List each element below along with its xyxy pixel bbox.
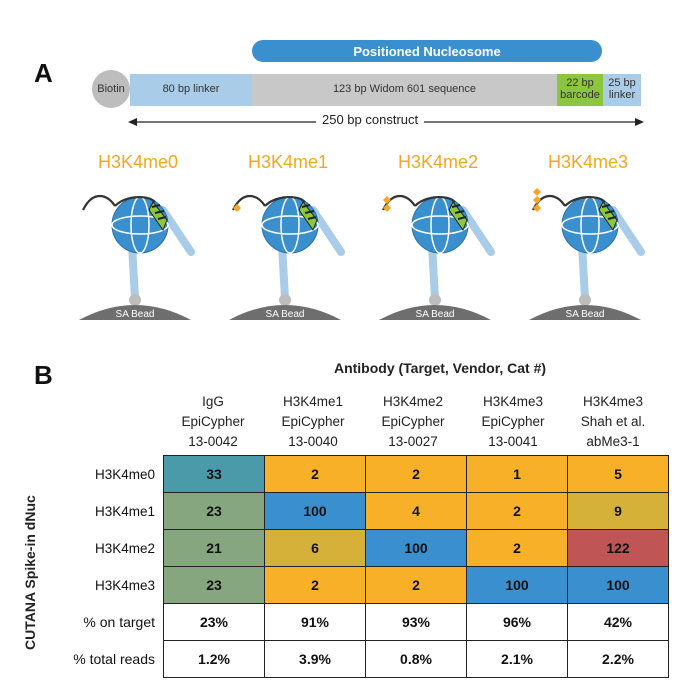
methyl-mark [383,196,391,204]
row-label: H3K4me3 [94,577,155,593]
column-header-igg: IgG EpiCypher 13-0042 [181,394,245,449]
nucleosome-diagram-1: SA Bead [229,194,345,320]
methyl-mark [533,204,541,212]
row-label: H3K4me2 [94,540,155,556]
table-cell: 2 [466,529,568,567]
summary-cell: 2.2% [567,640,669,678]
table-cell: 100 [365,529,467,567]
positioned-nucleosome-bar: Positioned Nucleosome [252,40,602,62]
summary-cell: 2.1% [466,640,568,678]
summary-row: % total reads 1.2% 3.9% 0.8% 2.1% 2.2% [48,640,669,678]
table-cell: 100 [567,566,669,604]
table-cell: 21 [163,529,265,567]
table-cell: 2 [264,566,366,604]
column-header-h3k4me1: H3K4me1 EpiCypher 13-0040 [281,394,345,449]
methyl-mark [233,204,241,212]
table-cell: 4 [365,492,467,530]
table-cell: 5 [567,455,669,493]
table-row: H3K4me3 23 2 2 100 100 [48,566,669,604]
summary-cell: 3.9% [264,640,366,678]
row-label: H3K4me0 [94,466,155,482]
table-cell: 2 [466,492,568,530]
row-label: H3K4me1 [94,503,155,519]
table-cell: 100 [264,492,366,530]
widom-601-segment: 123 bp Widom 601 sequence [252,74,557,106]
table-cell: 1 [466,455,568,493]
summary-cell: 23% [163,603,265,641]
table-title: Antibody (Target, Vendor, Cat #) [333,360,547,376]
summary-cell: 42% [567,603,669,641]
table-cell: 23 [163,492,265,530]
summary-cell: 91% [264,603,366,641]
table-cell: 2 [365,566,467,604]
nucleosome-diagram-0: SA Bead [79,194,195,320]
sa-bead-label: SA Bead [416,309,455,320]
nucleosome-diagram-3: SA Bead [529,188,645,320]
column-header-h3k4me3-epicypher: H3K4me3 EpiCypher 13-0041 [481,394,545,449]
table-cell: 122 [567,529,669,567]
sa-bead-label: SA Bead [266,309,305,320]
nucleosome-title-me1: H3K4me1 [247,152,329,172]
methyl-mark [383,204,391,212]
summary-cell: 0.8% [365,640,467,678]
linker-80bp-segment: 80 bp linker [130,74,252,106]
nucleosome-diagram-2: SA Bead [379,194,495,320]
y-axis-label: CUTANA Spike-in dNuc [22,495,38,650]
barcode-segment: 22 bp barcode [557,74,603,106]
summary-cell: 93% [365,603,467,641]
column-header-h3k4me2: H3K4me2 EpiCypher 13-0027 [381,394,445,449]
table-row: H3K4me2 21 6 100 2 122 [48,529,669,567]
table-cell: 23 [163,566,265,604]
summary-cell: 96% [466,603,568,641]
panel-b-letter: B [34,360,53,390]
biotin-circle: Biotin [92,70,130,108]
methyl-mark [533,196,541,204]
summary-label: % on target [48,603,164,641]
table-row: H3K4me1 23 100 4 2 9 [48,492,669,530]
table-cell: 6 [264,529,366,567]
table-cell: 9 [567,492,669,530]
table-cell: 2 [264,455,366,493]
table-cell: 2 [365,455,467,493]
nucleosome-title-me0: H3K4me0 [97,152,179,172]
sa-bead-label: SA Bead [566,309,605,320]
nucleosome-title-me2: H3K4me2 [397,152,479,172]
sa-bead-label: SA Bead [116,309,155,320]
table-cell: 100 [466,566,568,604]
summary-label: % total reads [48,640,164,678]
methyl-mark [533,188,541,196]
table-cell: 33 [163,455,265,493]
column-header-h3k4me3-shah: H3K4me3 Shah et al. abMe3-1 [580,394,646,449]
summary-row: % on target 23% 91% 93% 96% 42% [48,603,669,641]
specificity-table: H3K4me0 33 2 2 1 5 H3K4me1 23 100 4 2 9 H3K4me2 21 6 10… [48,455,669,678]
construct-length-label: 250 bp construct [316,112,425,127]
table-row: H3K4me0 33 2 2 1 5 [48,455,669,493]
summary-cell: 1.2% [163,640,265,678]
panel-a-letter: A [34,58,53,88]
nucleosome-title-me3: H3K4me3 [547,152,629,172]
linker-25bp-segment: 25 bp linker [603,74,641,106]
